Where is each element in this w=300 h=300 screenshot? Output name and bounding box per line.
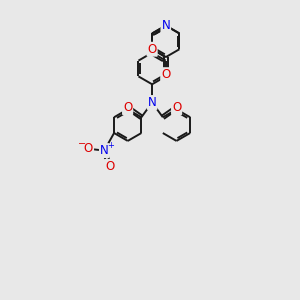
Text: +: + [107,141,114,150]
Text: N: N [161,19,170,32]
Text: O: O [161,68,170,81]
Text: O: O [123,101,132,114]
Text: O: O [84,142,93,155]
Text: N: N [100,144,109,157]
Text: O: O [148,43,157,56]
Text: O: O [172,101,181,114]
Text: O: O [105,160,114,173]
Text: N: N [148,96,157,109]
Text: −: − [78,139,86,148]
